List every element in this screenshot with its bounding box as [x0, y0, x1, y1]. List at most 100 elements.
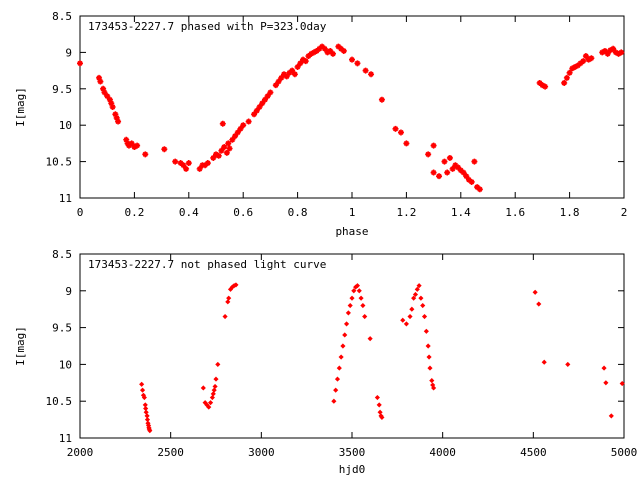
data-point-star	[610, 45, 617, 52]
data-point	[340, 343, 346, 349]
data-point	[209, 394, 215, 401]
data-point-star	[572, 63, 579, 70]
y-ticks: 8.5 9 9.5 10 10.5 11	[46, 248, 624, 445]
data-point	[347, 302, 353, 309]
y-axis-label: I[mag]	[14, 87, 27, 127]
data-point-star	[100, 85, 107, 92]
data-point-star	[455, 164, 462, 171]
data-point	[400, 317, 406, 323]
data-point-star	[172, 158, 179, 165]
data-point-star	[310, 49, 317, 56]
data-point-star	[278, 74, 285, 81]
data-point-star	[256, 104, 263, 110]
data-point-star	[368, 71, 375, 78]
data-point-star	[615, 50, 622, 57]
y-tick-label: 8.5	[52, 248, 72, 261]
data-point	[407, 313, 413, 320]
data-point	[338, 354, 344, 360]
data-point	[349, 295, 355, 301]
data-point	[379, 414, 385, 420]
data-point	[367, 336, 373, 342]
y-tick-label: 11	[59, 192, 72, 205]
data-point	[139, 387, 146, 393]
x-tick-label: 1.4	[451, 206, 471, 219]
data-point	[431, 385, 437, 391]
data-point-star	[465, 176, 472, 183]
data-point-star	[113, 114, 120, 121]
data-point-star	[471, 158, 478, 165]
data-point-star	[441, 158, 448, 165]
data-point-star	[237, 125, 244, 132]
data-point-star	[580, 58, 587, 65]
data-point-star	[340, 47, 347, 54]
data-point-star	[313, 47, 320, 54]
y-tick-label: 8.5	[52, 10, 72, 23]
data-point-star	[108, 100, 115, 107]
data-point-star	[425, 151, 432, 158]
data-point	[210, 391, 216, 397]
data-point	[342, 332, 348, 338]
data-point	[358, 295, 364, 301]
x-ticks: 2000 2500 3000 3500 4000 4500 5000	[67, 254, 638, 459]
x-ticks: 0 0.2 0.4 0.6 0.8 1 1.2 1.4 1.6 1.8 2	[77, 16, 627, 219]
data-point-star	[569, 65, 576, 72]
data-point	[141, 394, 147, 401]
data-point-star	[397, 129, 404, 136]
plot-frame	[79, 15, 625, 199]
data-points	[77, 43, 625, 193]
x-tick-label: 4000	[429, 446, 456, 459]
data-point	[619, 380, 625, 387]
data-point-star	[223, 149, 230, 156]
data-point-star	[229, 136, 236, 143]
data-points	[139, 282, 625, 434]
data-point-star	[226, 145, 233, 152]
data-point-star	[264, 93, 271, 100]
data-point	[403, 321, 409, 327]
data-point-star	[585, 56, 592, 63]
data-point	[374, 394, 380, 401]
data-point-star	[308, 50, 315, 57]
data-point-star	[338, 45, 345, 52]
data-point-star	[112, 111, 119, 118]
data-point	[414, 286, 420, 292]
data-point-star	[196, 165, 203, 172]
data-point	[144, 417, 151, 423]
data-point-star	[566, 69, 573, 76]
data-point-star	[403, 140, 410, 147]
data-point-star	[225, 140, 232, 147]
data-point	[331, 398, 337, 404]
data-point-star	[446, 154, 453, 161]
data-point-star	[300, 56, 307, 63]
data-point	[211, 387, 217, 393]
data-point	[426, 354, 432, 360]
y-tick-label: 9	[65, 46, 72, 59]
data-point-star	[131, 144, 138, 151]
unphased-chart: 8.5 9 9.5 10 10.5 11 2000 2500 3000 3500 4000 4500…	[14, 248, 637, 476]
data-point-star	[582, 53, 589, 60]
data-point-star	[607, 47, 614, 54]
x-tick-label: 4500	[520, 446, 547, 459]
x-tick-label: 1.2	[396, 206, 416, 219]
data-point-star	[463, 173, 470, 180]
data-point	[142, 402, 148, 408]
data-point-star	[142, 151, 149, 158]
data-point	[222, 313, 228, 320]
data-point-star	[261, 96, 268, 103]
data-point-star	[378, 96, 385, 103]
y-tick-label: 10.5	[46, 156, 73, 169]
x-tick-label: 0.6	[233, 206, 253, 219]
data-point-star	[221, 144, 228, 151]
data-point	[608, 413, 614, 419]
data-point	[207, 400, 214, 406]
data-point-star	[106, 96, 113, 103]
x-tick-label: 0	[77, 206, 84, 219]
data-point-star	[294, 63, 301, 70]
x-tick-label: 5000	[611, 446, 638, 459]
data-point	[336, 365, 342, 371]
x-tick-label: 0.4	[179, 206, 199, 219]
data-point-star	[253, 107, 260, 114]
data-point	[423, 328, 429, 334]
data-point-star	[215, 152, 222, 159]
x-tick-label: 1.6	[505, 206, 525, 219]
data-point	[345, 310, 351, 316]
